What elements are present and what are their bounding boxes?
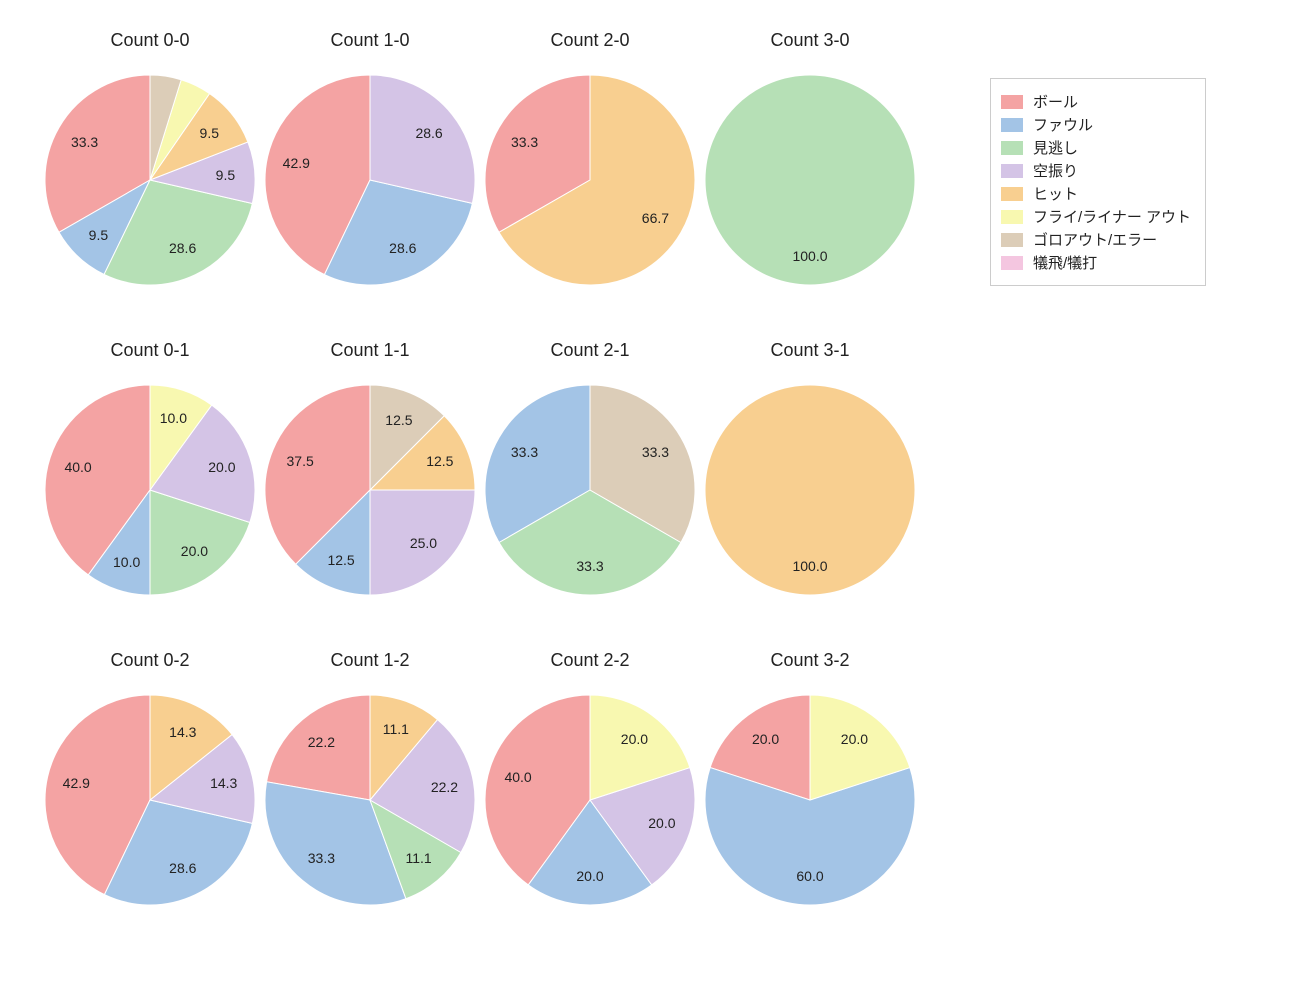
chart-title: Count 3-2 — [700, 650, 920, 671]
pie-svg — [705, 385, 915, 595]
legend-label: 空振り — [1033, 160, 1078, 181]
pie-svg — [705, 695, 915, 905]
pie-svg — [45, 75, 255, 285]
chart-title: Count 1-2 — [260, 650, 480, 671]
chart-title: Count 0-0 — [40, 30, 260, 51]
legend-item: ゴロアウト/エラー — [1001, 229, 1191, 250]
chart-title: Count 3-1 — [700, 340, 920, 361]
pie-chart: 37.512.525.012.512.5 — [265, 385, 475, 595]
legend-label: ゴロアウト/エラー — [1033, 229, 1157, 250]
legend-item: ボール — [1001, 91, 1191, 112]
pie-svg — [265, 75, 475, 285]
legend-item: ファウル — [1001, 114, 1191, 135]
pie-chart: 33.333.333.3 — [485, 385, 695, 595]
pie-slice — [705, 385, 915, 595]
chart-title: Count 3-0 — [700, 30, 920, 51]
pie-chart: 42.928.614.314.3 — [45, 695, 255, 905]
legend-swatch — [1001, 95, 1023, 109]
legend-label: 犠飛/犠打 — [1033, 252, 1097, 273]
legend-label: ヒット — [1033, 183, 1078, 204]
chart-title: Count 2-0 — [480, 30, 700, 51]
pie-chart: 40.020.020.020.0 — [485, 695, 695, 905]
pie-chart: 42.928.628.6 — [265, 75, 475, 285]
pie-svg — [45, 695, 255, 905]
chart-title: Count 0-2 — [40, 650, 260, 671]
pie-svg — [485, 695, 695, 905]
chart-title: Count 0-1 — [40, 340, 260, 361]
pie-chart: 100.0 — [705, 75, 915, 285]
pie-chart: 33.366.7 — [485, 75, 695, 285]
legend-swatch — [1001, 256, 1023, 270]
pie-chart: 20.060.020.0 — [705, 695, 915, 905]
legend-item: フライ/ライナー アウト — [1001, 206, 1191, 227]
legend-item: 空振り — [1001, 160, 1191, 181]
pie-chart: 22.233.311.122.211.1 — [265, 695, 475, 905]
pie-svg — [485, 385, 695, 595]
pie-svg — [265, 695, 475, 905]
pie-svg — [485, 75, 695, 285]
legend-item: ヒット — [1001, 183, 1191, 204]
legend-item: 見逃し — [1001, 137, 1191, 158]
pie-svg — [45, 385, 255, 595]
chart-grid: Count 0-0 33.39.528.69.59.5 Count 1-0 42.92… — [0, 0, 1300, 1000]
legend-swatch — [1001, 187, 1023, 201]
legend-item: 犠飛/犠打 — [1001, 252, 1191, 273]
legend-swatch — [1001, 118, 1023, 132]
chart-title: Count 1-0 — [260, 30, 480, 51]
legend-label: 見逃し — [1033, 137, 1078, 158]
legend-swatch — [1001, 210, 1023, 224]
chart-title: Count 1-1 — [260, 340, 480, 361]
legend-label: フライ/ライナー アウト — [1033, 206, 1191, 227]
pie-chart: 100.0 — [705, 385, 915, 595]
chart-title: Count 2-1 — [480, 340, 700, 361]
legend-swatch — [1001, 141, 1023, 155]
legend-swatch — [1001, 233, 1023, 247]
pie-svg — [265, 385, 475, 595]
legend-label: ファウル — [1033, 114, 1093, 135]
legend: ボールファウル見逃し空振りヒットフライ/ライナー アウトゴロアウト/エラー犠飛/… — [990, 78, 1206, 286]
pie-slice — [705, 75, 915, 285]
legend-label: ボール — [1033, 91, 1078, 112]
pie-slice — [370, 490, 475, 595]
pie-chart: 40.010.020.020.010.0 — [45, 385, 255, 595]
pie-chart: 33.39.528.69.59.5 — [45, 75, 255, 285]
legend-swatch — [1001, 164, 1023, 178]
chart-title: Count 2-2 — [480, 650, 700, 671]
pie-svg — [705, 75, 915, 285]
